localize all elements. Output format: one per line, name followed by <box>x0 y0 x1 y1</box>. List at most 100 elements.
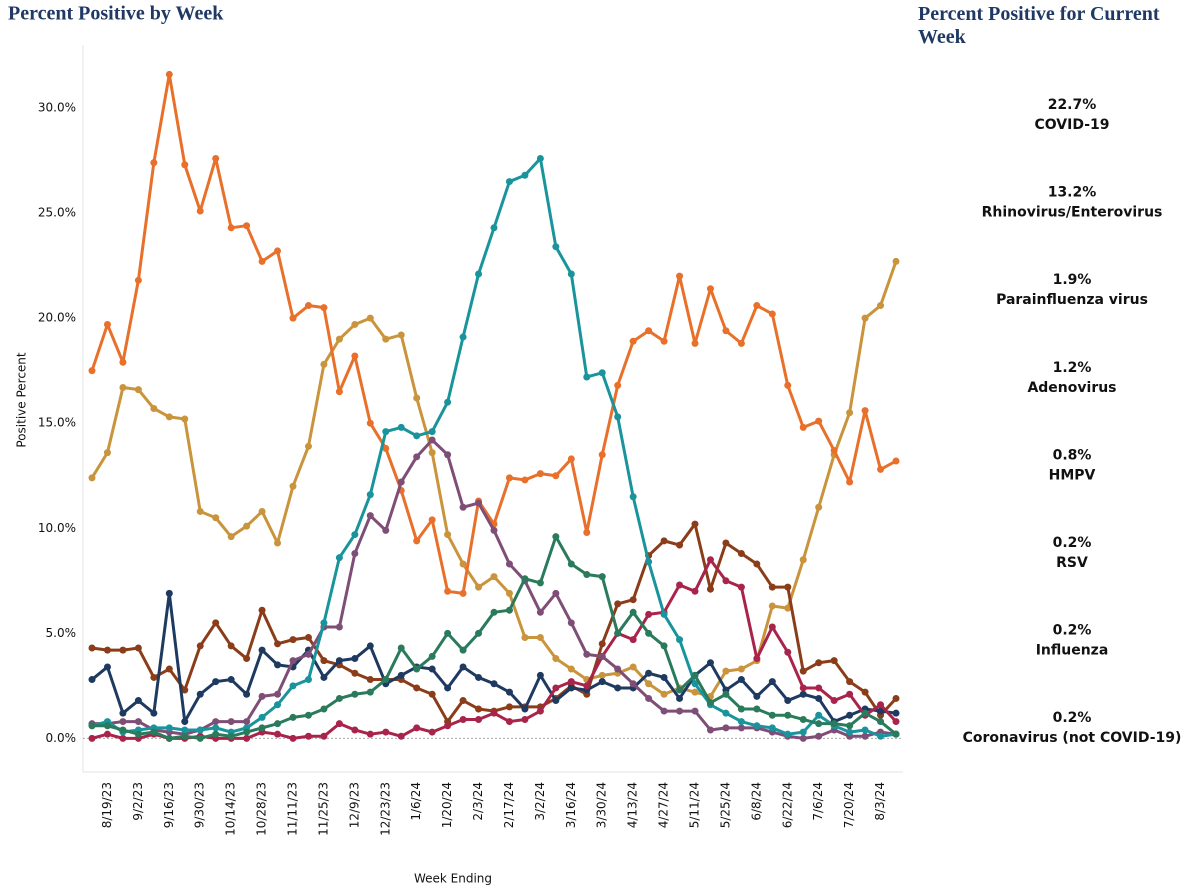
point <box>459 697 467 705</box>
point <box>567 560 575 568</box>
x-tick-label: 2/17/24 <box>502 782 516 828</box>
point <box>536 470 544 478</box>
point <box>846 690 854 698</box>
point <box>320 304 328 312</box>
point <box>304 711 312 719</box>
point <box>335 694 343 702</box>
point <box>444 451 452 459</box>
point <box>335 335 343 343</box>
point <box>274 720 282 728</box>
point <box>521 634 529 642</box>
point <box>119 646 127 654</box>
point <box>676 541 684 549</box>
point <box>861 688 869 696</box>
point <box>134 730 142 738</box>
point <box>134 697 142 705</box>
point <box>227 533 235 541</box>
point <box>165 589 173 597</box>
point <box>722 709 730 717</box>
current-value: 0.2% <box>1053 535 1092 551</box>
point <box>397 644 405 652</box>
point <box>877 701 885 709</box>
point <box>892 709 900 717</box>
point <box>722 667 730 675</box>
point <box>505 560 513 568</box>
point <box>737 705 745 713</box>
point <box>815 684 823 692</box>
point <box>165 70 173 78</box>
point <box>119 383 127 391</box>
point <box>490 573 498 581</box>
x-tick-label: 3/2/24 <box>533 782 547 821</box>
point <box>397 423 405 431</box>
point <box>892 457 900 465</box>
point <box>258 507 266 515</box>
point <box>552 243 560 251</box>
point <box>768 724 776 732</box>
legend-label: HMPV <box>1049 467 1096 483</box>
point <box>243 690 251 698</box>
point <box>413 724 421 732</box>
point <box>614 665 622 673</box>
point <box>815 659 823 667</box>
point <box>413 432 421 440</box>
point <box>320 673 328 681</box>
point <box>196 507 204 515</box>
point <box>181 415 189 423</box>
series-line <box>91 156 897 738</box>
point <box>536 671 544 679</box>
point <box>552 655 560 663</box>
point <box>413 453 421 461</box>
point <box>877 732 885 740</box>
point <box>567 665 575 673</box>
point <box>505 688 513 696</box>
chart-title: Percent Positive by Week <box>8 3 224 25</box>
point <box>629 663 637 671</box>
point <box>428 449 436 457</box>
point <box>119 734 127 742</box>
point <box>799 728 807 736</box>
point <box>459 333 467 341</box>
y-tick-label: 30.0% <box>38 101 76 115</box>
point <box>444 398 452 406</box>
point <box>645 694 653 702</box>
point <box>645 327 653 335</box>
point <box>304 442 312 450</box>
point <box>892 718 900 726</box>
point <box>505 178 513 186</box>
point <box>691 587 699 595</box>
point <box>103 449 111 457</box>
point <box>629 596 637 604</box>
point <box>490 526 498 534</box>
point <box>691 680 699 688</box>
point <box>753 692 761 700</box>
point <box>366 419 374 427</box>
point <box>660 337 668 345</box>
point <box>505 703 513 711</box>
point <box>645 558 653 566</box>
point <box>397 331 405 339</box>
point <box>691 688 699 696</box>
point <box>660 610 668 618</box>
point <box>536 608 544 616</box>
point <box>490 680 498 688</box>
point <box>289 734 297 742</box>
current-value: 1.2% <box>1053 360 1092 376</box>
point <box>459 560 467 568</box>
point <box>243 222 251 230</box>
x-tick-label: 1/6/24 <box>409 782 423 821</box>
point <box>289 482 297 490</box>
point <box>304 676 312 684</box>
point <box>737 665 745 673</box>
point <box>691 520 699 528</box>
point <box>351 669 359 677</box>
point <box>382 428 390 436</box>
point <box>119 726 127 734</box>
point <box>722 539 730 547</box>
point <box>490 608 498 616</box>
point <box>428 516 436 524</box>
point <box>335 623 343 631</box>
point <box>212 730 220 738</box>
point <box>583 682 591 690</box>
